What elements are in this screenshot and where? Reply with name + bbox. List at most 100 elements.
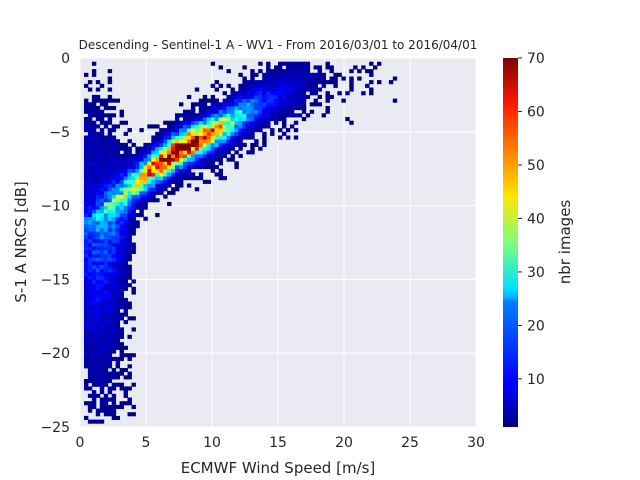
heatmap-cell [254, 124, 259, 129]
heatmap-cell [285, 135, 291, 140]
heatmap-cell [258, 106, 263, 111]
heatmap-cell [115, 194, 120, 199]
heatmap-cell [285, 83, 291, 88]
heatmap-cell [175, 153, 180, 158]
heatmap-cell [107, 172, 113, 177]
heatmap-cell [246, 83, 251, 88]
heatmap-cell [95, 135, 101, 140]
heatmap-cell [87, 190, 93, 195]
heatmap-cell [186, 94, 192, 99]
heatmap-cell [119, 327, 124, 332]
heatmap-cell [202, 98, 208, 103]
heatmap-cell [123, 157, 128, 162]
heatmap-cell [171, 135, 176, 140]
heatmap-cell [242, 142, 247, 147]
heatmap-cell [159, 139, 164, 144]
heatmap-cell [305, 94, 311, 99]
heatmap-cell [95, 249, 101, 254]
heatmap-cell [183, 113, 188, 118]
heatmap-cell [123, 386, 128, 391]
heatmap-cell [99, 353, 105, 358]
heatmap-cell [99, 375, 105, 380]
heatmap-cell [95, 113, 101, 118]
heatmap-cell [91, 157, 97, 162]
heatmap-cell [163, 146, 168, 151]
heatmap-cell [103, 161, 109, 166]
heatmap-cell [123, 213, 128, 218]
heatmap-cell [123, 320, 128, 325]
heatmap-cell [143, 176, 148, 181]
heatmap-cell [111, 139, 117, 144]
heatmap-cell [107, 404, 113, 409]
heatmap-cell [179, 139, 184, 144]
heatmap-cell [91, 401, 97, 406]
heatmap-cell [95, 290, 101, 295]
colorbar-tick-label: 30 [527, 265, 545, 281]
heatmap-cell [115, 139, 120, 144]
heatmap-cell [107, 205, 113, 210]
heatmap-cell [186, 153, 192, 158]
heatmap-cell [95, 368, 101, 373]
heatmap-cell [151, 168, 156, 173]
heatmap-cell [123, 224, 128, 229]
heatmap-cell [214, 157, 219, 162]
heatmap-cell [242, 91, 247, 96]
heatmap-cell [329, 76, 334, 81]
heatmap-cell [278, 76, 283, 81]
heatmap-cell [95, 201, 101, 206]
heatmap-cell [270, 76, 275, 81]
heatmap-cell [115, 198, 120, 203]
heatmap-cell [119, 201, 124, 206]
heatmap-cell [179, 168, 184, 173]
heatmap-cell [214, 142, 219, 147]
heatmap-cell [91, 227, 97, 232]
heatmap-cell [266, 72, 271, 77]
heatmap-cell [119, 404, 124, 409]
heatmap-cell [84, 316, 89, 321]
heatmap-cell [226, 106, 231, 111]
heatmap-cell [293, 69, 299, 74]
heatmap-cell [388, 80, 394, 85]
heatmap-cell [194, 120, 200, 125]
heatmap-cell [99, 161, 105, 166]
heatmap-cell [226, 117, 231, 122]
heatmap-cell [143, 201, 148, 206]
heatmap-cell [313, 80, 318, 85]
heatmap-cell [87, 201, 93, 206]
heatmap-cell [127, 209, 132, 214]
heatmap-cell [103, 401, 109, 406]
heatmap-cell [84, 153, 89, 158]
heatmap-cell [99, 419, 105, 424]
heatmap-cell [210, 106, 216, 111]
heatmap-cell [266, 109, 271, 114]
heatmap-cell [99, 249, 105, 254]
heatmap-cell [293, 94, 299, 99]
heatmap-cell [222, 139, 227, 144]
heatmap-cell [317, 80, 322, 85]
heatmap-cell [84, 98, 89, 103]
heatmap-cell [198, 176, 204, 181]
heatmap-cell [139, 172, 144, 177]
heatmap-cell [99, 275, 105, 280]
heatmap-cell [155, 124, 160, 129]
heatmap-cell [377, 61, 382, 66]
heatmap-cell [159, 157, 164, 162]
heatmap-cell [234, 131, 239, 136]
heatmap-cell [282, 76, 287, 81]
heatmap-cell [119, 290, 124, 295]
heatmap-cell [313, 102, 318, 107]
heatmap-cell [230, 128, 235, 133]
heatmap-cell [171, 190, 176, 195]
heatmap-cell [230, 91, 235, 96]
heatmap-cell [111, 249, 117, 254]
heatmap-cell [91, 128, 97, 133]
heatmap-cell [111, 242, 117, 247]
heatmap-cell [246, 106, 251, 111]
heatmap-cell [179, 150, 184, 155]
heatmap-cell [123, 272, 128, 277]
heatmap-cell [119, 187, 124, 192]
heatmap-cell [99, 301, 105, 306]
heatmap-cell [99, 364, 105, 369]
heatmap-cell [87, 235, 93, 240]
heatmap-cell [202, 161, 208, 166]
